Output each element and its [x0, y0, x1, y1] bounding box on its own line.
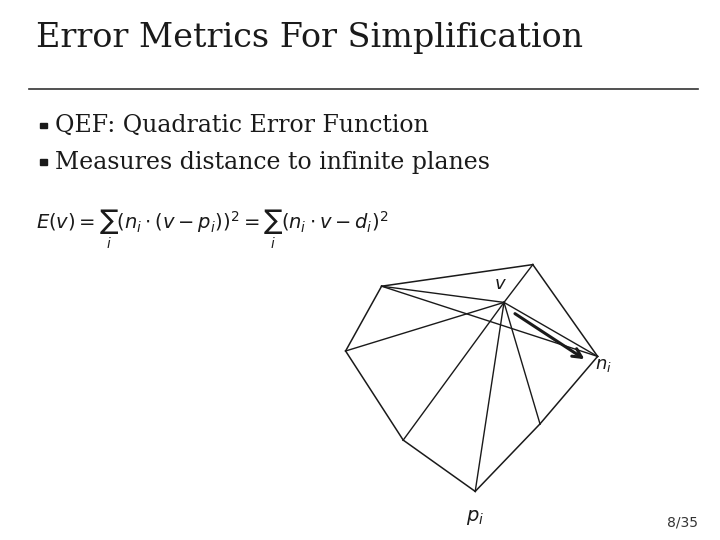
Text: Measures distance to infinite planes: Measures distance to infinite planes: [55, 151, 490, 173]
FancyBboxPatch shape: [40, 123, 47, 128]
FancyBboxPatch shape: [40, 159, 47, 165]
Text: $n_i$: $n_i$: [595, 356, 612, 374]
Text: $E(v) = \sum_i \left(n_i \cdot (v - p_i)\right)^2 = \sum_i \left(n_i \cdot v - d: $E(v) = \sum_i \left(n_i \cdot (v - p_i)…: [36, 208, 388, 251]
Text: QEF: Quadratic Error Function: QEF: Quadratic Error Function: [55, 114, 429, 137]
Text: 8/35: 8/35: [667, 515, 698, 529]
Text: $p_i$: $p_i$: [466, 508, 485, 526]
Text: $v$: $v$: [494, 275, 507, 293]
Text: Error Metrics For Simplification: Error Metrics For Simplification: [36, 22, 583, 53]
